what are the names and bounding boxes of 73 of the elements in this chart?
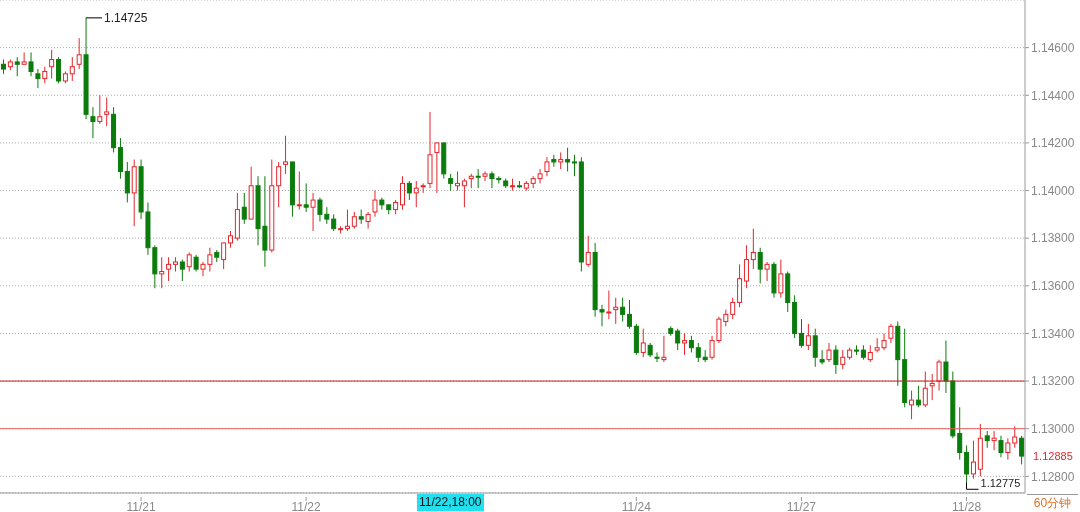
candlestick (647, 342, 653, 358)
candlestick (186, 251, 192, 273)
candlestick (468, 173, 474, 189)
candlestick (585, 235, 591, 268)
candlestick (104, 97, 110, 127)
candlestick (627, 299, 633, 330)
candlestick (661, 335, 667, 363)
x-tick-label: 11/28 (951, 500, 982, 512)
candlestick (283, 135, 289, 175)
candlestick (613, 297, 619, 325)
candlestick (523, 180, 529, 192)
candlestick (97, 94, 103, 125)
candlestick (998, 435, 1004, 458)
candlestick (117, 137, 123, 180)
candlestick (833, 344, 839, 375)
candlestick (771, 261, 777, 299)
candlestick (654, 351, 660, 363)
candlestick (455, 170, 461, 192)
candlestick (819, 349, 825, 365)
x-tick-label: 11/27 (786, 500, 817, 512)
annotation: 1.14725 (103, 10, 148, 25)
candlestick (90, 106, 96, 139)
candlestick (957, 406, 963, 461)
candlestick (750, 228, 756, 270)
candlestick (399, 175, 405, 211)
candlestick (544, 156, 550, 177)
candlestick (310, 192, 316, 232)
candlestick (83, 17, 89, 120)
y-tick-label: 1.13200 (1031, 374, 1075, 389)
y-tick-label: 1.12800 (1031, 469, 1075, 484)
x-tick-label: 11/22 (291, 500, 322, 512)
candlestick (682, 332, 688, 356)
y-tick-label: 1.13600 (1031, 279, 1075, 294)
candlestick (28, 51, 34, 77)
candlestick (193, 254, 199, 273)
candlestick (702, 349, 708, 363)
y-tick-label: 1.14000 (1031, 183, 1075, 198)
y-tick-label: 1.13400 (1031, 326, 1075, 341)
candlestick (69, 56, 75, 82)
candlestick (633, 323, 639, 356)
annotation: 1.12775 (980, 477, 1021, 490)
y-tick-label: 1.14200 (1031, 136, 1075, 151)
x-tick-label: 11/24 (621, 500, 652, 512)
y-tick-label: 1.14400 (1031, 88, 1075, 103)
y-tick-label: 1.14600 (1031, 40, 1075, 55)
y-tick-label: 1.13000 (1031, 421, 1075, 436)
candlestick (365, 211, 371, 230)
candlestick (166, 256, 172, 282)
candlestick (482, 170, 488, 182)
candlestick (344, 209, 350, 232)
text: 1.12885 (1033, 450, 1073, 463)
candlestick (234, 192, 240, 242)
candlestick (764, 261, 770, 282)
candlestick (49, 49, 55, 80)
y-tick-label: 1.13800 (1031, 231, 1075, 246)
candlestick (159, 256, 165, 289)
candlestick (867, 344, 873, 363)
candlestick (372, 190, 378, 218)
candlestick (620, 297, 626, 323)
candlestick (798, 318, 804, 349)
x-tick-label: 11/21 (126, 500, 156, 512)
candlestick (943, 340, 949, 394)
text: 11/22,18:00 (417, 494, 484, 511)
candlestick (826, 342, 832, 363)
text: 60分钟 (1027, 494, 1078, 512)
candlestick (420, 182, 426, 194)
candlestick (668, 325, 674, 337)
candlestick (936, 359, 942, 392)
candlestick (35, 68, 41, 89)
candlestick (427, 111, 433, 189)
candlestick (888, 323, 894, 344)
candlestick (606, 290, 612, 320)
candlestick (991, 430, 997, 451)
